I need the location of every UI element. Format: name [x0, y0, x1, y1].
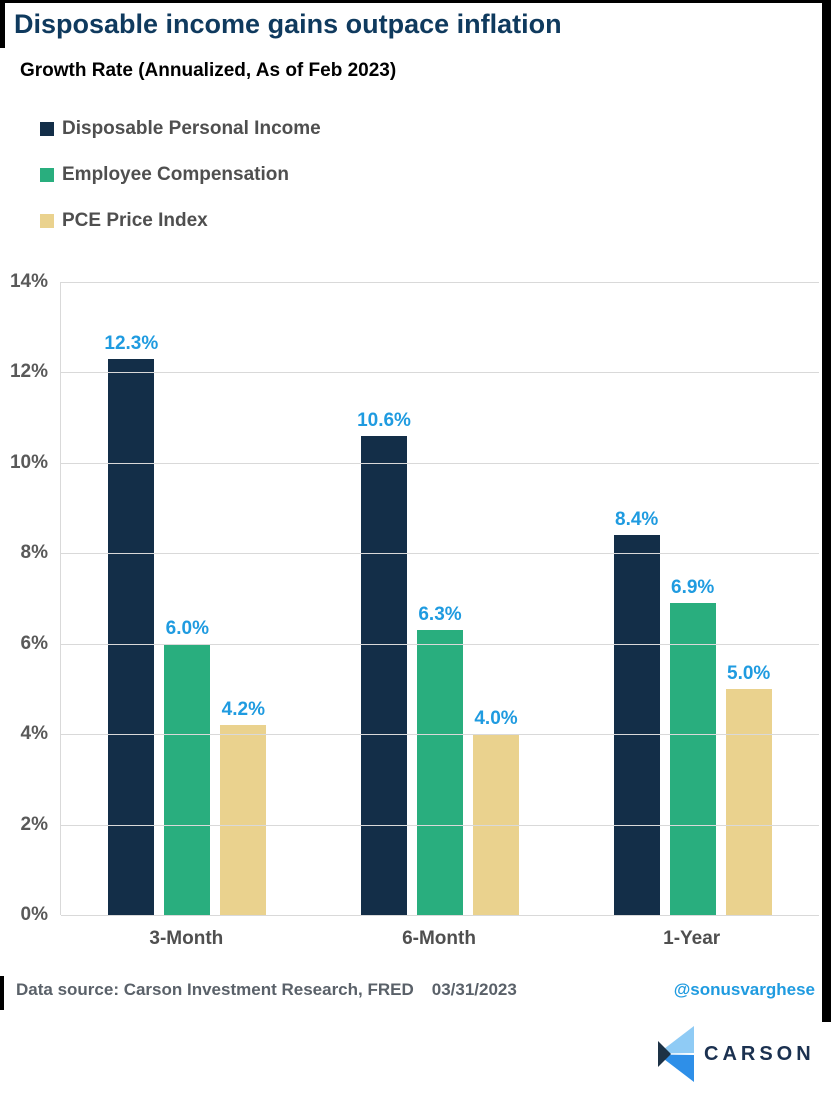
bar-value-label: 6.0% [165, 617, 209, 639]
gridline [61, 462, 819, 464]
bar-value-label: 6.3% [418, 604, 462, 626]
bar [725, 688, 772, 915]
page-title: Disposable income gains outpace inflatio… [14, 9, 562, 39]
legend-item: Employee Compensation [40, 164, 321, 186]
bar-cell: 4.2% [220, 282, 267, 915]
gridline [61, 643, 819, 645]
y-tick-label: 6% [20, 632, 48, 654]
gridline [61, 553, 819, 555]
bar-cell: 6.3% [417, 282, 463, 915]
twitter-handle: @sonusvarghese [673, 980, 815, 999]
legend-item: Disposable Personal Income [40, 118, 321, 140]
y-tick-label: 14% [9, 271, 48, 292]
data-source-date: 03/31/2023 [431, 980, 517, 999]
carson-logo: CARSON [658, 1026, 815, 1082]
bar-group: 10.6% 6.3% 4.0% [357, 282, 519, 915]
bar-group: 12.3% 6.0% 4.2% [104, 282, 267, 915]
bar-cell: 10.6% [357, 282, 411, 915]
bar [220, 725, 267, 915]
data-source-text: Data source: Carson Investment Research,… [16, 980, 414, 999]
legend-label: Employee Compensation [62, 164, 289, 185]
bar [613, 535, 660, 915]
legend-swatch [40, 168, 54, 182]
plot-area: 12.3% 6.0% 4.2% 10.6% 6.3% 4.0% 8.4% 6.9% 5.0% [60, 282, 819, 916]
bar [669, 603, 716, 915]
footer-accent-bar [0, 976, 4, 1010]
bar-group: 8.4% 6.9% 5.0% [613, 282, 772, 915]
top-border [0, 0, 831, 3]
bar-value-label: 8.4% [615, 509, 659, 531]
bar-value-label: 4.2% [221, 699, 265, 721]
gridline [61, 372, 819, 374]
chart-subtitle: Growth Rate (Annualized, As of Feb 2023) [20, 60, 397, 81]
bar-value-label: 6.9% [671, 577, 715, 599]
bar-value-label: 5.0% [727, 662, 771, 684]
gridline [61, 915, 819, 916]
bar-cell: 12.3% [104, 282, 158, 915]
bar-value-label: 10.6% [357, 409, 411, 431]
gridline [61, 824, 819, 826]
bar-cell: 8.4% [613, 282, 660, 915]
carson-logo-icon [658, 1026, 694, 1082]
gridline [61, 282, 819, 283]
y-axis: 14% 12% 10% 8% 6% 4% 2% 0% [0, 271, 48, 925]
y-tick-label: 4% [20, 723, 48, 745]
legend: Disposable Personal Income Employee Compe… [40, 118, 321, 256]
legend-swatch [40, 122, 54, 136]
bar-cell: 4.0% [473, 282, 519, 915]
x-axis: 3-Month 6-Month 1-Year [60, 928, 818, 950]
carson-logo-text: CARSON [704, 1043, 815, 1065]
legend-item: PCE Price Index [40, 210, 321, 232]
y-tick-label: 12% [9, 361, 48, 383]
bar [164, 643, 211, 915]
y-tick-label: 8% [20, 542, 48, 564]
bar-cell: 6.0% [164, 282, 211, 915]
y-tick-label: 0% [20, 904, 48, 925]
title-accent-bar [0, 0, 5, 48]
legend-swatch [40, 214, 54, 228]
bar [108, 358, 155, 915]
right-border [822, 0, 831, 1022]
category-cell: 12.3% 6.0% 4.2% [61, 282, 314, 915]
y-tick-label: 2% [20, 813, 48, 835]
bar-cell: 6.9% [669, 282, 716, 915]
bar-value-label: 4.0% [474, 708, 518, 730]
bar [417, 630, 463, 915]
bar-cell: 5.0% [725, 282, 772, 915]
x-tick-label: 1-Year [663, 928, 721, 949]
bar [361, 435, 407, 915]
bar-groups-container: 12.3% 6.0% 4.2% 10.6% 6.3% 4.0% 8.4% 6.9% 5.0% [61, 282, 819, 915]
data-source-line: Data source: Carson Investment Research,… [16, 980, 517, 1000]
category-cell: 10.6% 6.3% 4.0% [314, 282, 567, 915]
category-cell: 8.4% 6.9% 5.0% [566, 282, 819, 915]
y-tick-label: 10% [9, 451, 48, 473]
legend-label: Disposable Personal Income [62, 118, 321, 139]
bar-value-label: 12.3% [104, 332, 159, 354]
gridline [61, 734, 819, 736]
x-tick-label: 3-Month [149, 928, 224, 949]
legend-label: PCE Price Index [62, 210, 208, 231]
x-tick-label: 6-Month [402, 928, 476, 949]
